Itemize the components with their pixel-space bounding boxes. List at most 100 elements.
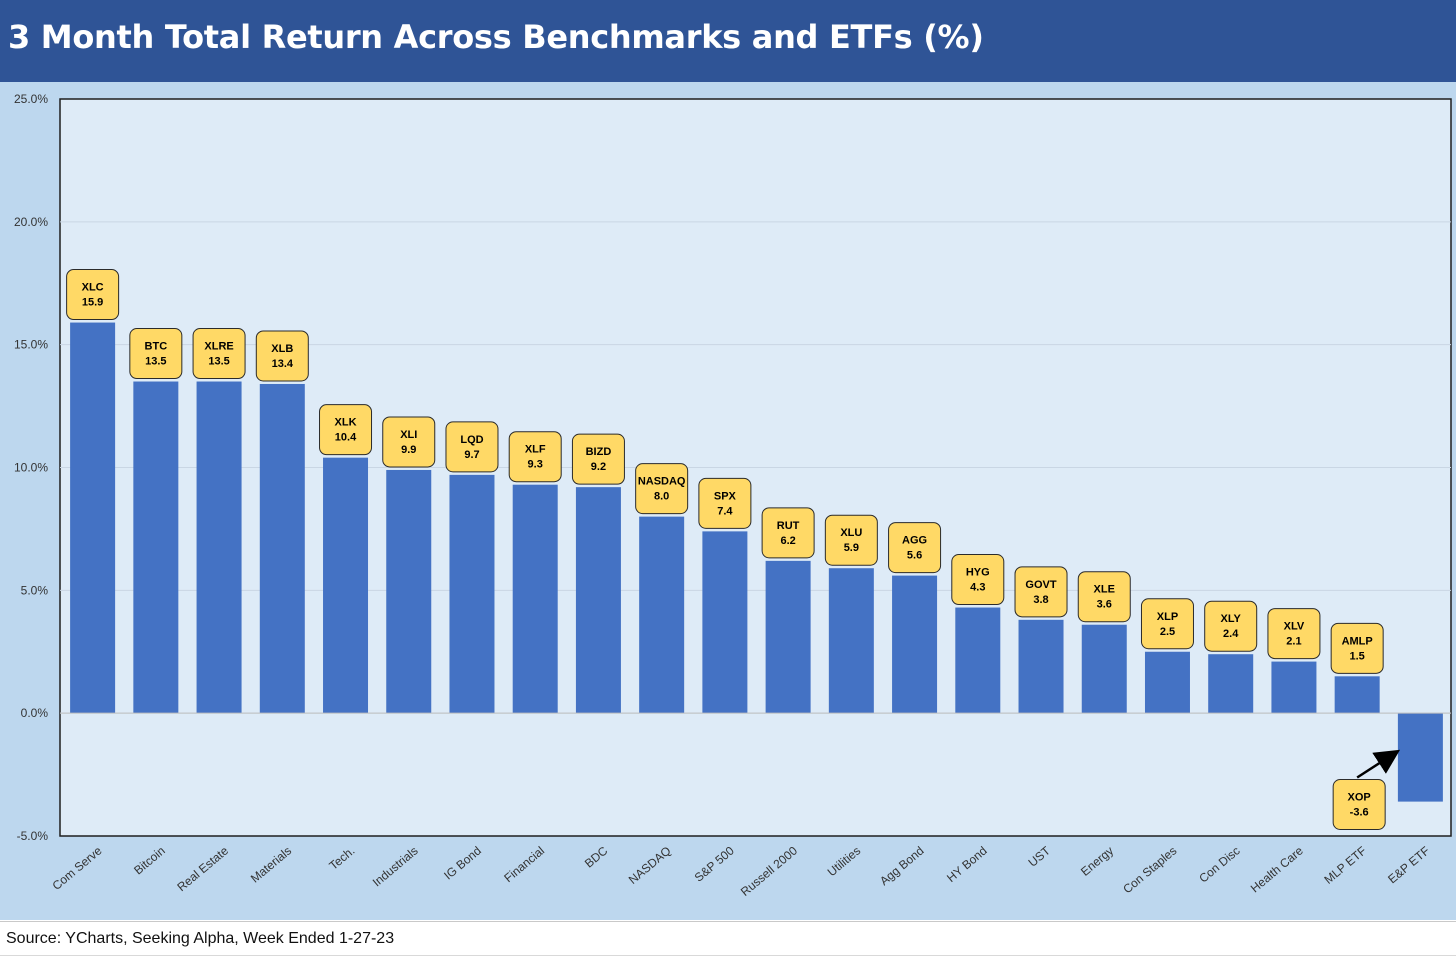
x-tick-label: Materials: [248, 844, 294, 886]
data-label-box: [888, 522, 942, 574]
data-label-ticker: XLC: [82, 282, 104, 294]
data-label-ticker: XLK: [335, 417, 357, 429]
data-label-ticker: BTC: [145, 341, 168, 353]
y-tick-label: 5.0%: [21, 583, 49, 597]
data-label-ticker: XLRE: [204, 341, 233, 353]
bar: [386, 469, 432, 714]
data-label-ticker: BIZD: [586, 446, 612, 458]
data-label-box: [66, 269, 120, 321]
x-tick-label: MLP ETF: [1321, 844, 1369, 887]
data-label-value: 7.4: [717, 505, 733, 517]
x-tick-label: NASDAQ: [626, 844, 674, 887]
x-tick-label: E&P ETF: [1385, 844, 1432, 887]
data-label-ticker: XLF: [525, 444, 546, 456]
bar: [1208, 654, 1254, 714]
data-label-box: [382, 416, 436, 468]
data-label-value: 4.3: [970, 582, 985, 594]
data-label-box: [1332, 778, 1386, 830]
annotation-arrow: [1356, 749, 1401, 779]
bar: [133, 381, 179, 714]
bar-chart: XLC 15.9 BTC 13.5 XLRE 13.5 XLB 13.4 XLK 10.4 XLI 9…: [14, 92, 1452, 899]
data-label-value: 2.1: [1286, 636, 1301, 648]
data-label-ticker: LQD: [460, 434, 483, 446]
data-label-value: 3.8: [1033, 594, 1048, 606]
data-label-value: 10.4: [335, 432, 357, 444]
bar: [70, 322, 116, 714]
bar: [196, 381, 242, 714]
bar: [1271, 661, 1317, 714]
bar: [828, 568, 874, 714]
data-label-value: 5.6: [907, 550, 922, 562]
bar: [1018, 619, 1064, 714]
x-tick-label: Health Care: [1248, 843, 1306, 895]
data-label-box: [635, 463, 689, 515]
data-label-value: -3.6: [1350, 806, 1369, 818]
y-tick-label: 10.0%: [14, 461, 48, 475]
data-label-value: 13.5: [145, 356, 166, 368]
data-label-value: 9.9: [401, 444, 416, 456]
x-tick-label: IG Bond: [441, 844, 484, 883]
x-tick-label: Com Serve: [50, 843, 105, 893]
bar: [512, 484, 558, 714]
x-tick-label: Financial: [501, 844, 547, 886]
x-tick-label: Utilities: [825, 844, 864, 880]
data-label-ticker: XLI: [400, 429, 417, 441]
data-label-value: 9.7: [464, 449, 479, 461]
data-label-value: 5.9: [844, 542, 859, 554]
bar: [702, 531, 748, 714]
x-tick-label: Tech.: [326, 844, 357, 873]
x-tick-label: Energy: [1078, 844, 1116, 879]
data-label-box: [761, 507, 815, 559]
y-tick-label: 25.0%: [14, 92, 48, 106]
data-label-ticker: XLP: [1157, 611, 1178, 623]
data-label-ticker: XLU: [840, 527, 862, 539]
data-label-box: [129, 328, 183, 380]
x-tick-label: S&P 500: [692, 843, 737, 884]
bar: [575, 487, 621, 714]
source-note: Source: YCharts, Seeking Alpha, Week End…: [6, 930, 395, 947]
x-tick-label: Agg Bond: [877, 844, 926, 889]
data-label-value: 2.5: [1160, 626, 1175, 638]
chart-title: 3 Month Total Return Across Benchmarks a…: [8, 18, 984, 56]
data-label-ticker: XLB: [271, 343, 293, 355]
data-label-box: [571, 433, 625, 485]
x-tick-label: Bitcoin: [131, 844, 168, 878]
data-label-ticker: SPX: [714, 490, 737, 502]
data-label-box: [1140, 598, 1194, 650]
x-tick-label: HY Bond: [944, 844, 990, 885]
data-label-box: [319, 404, 373, 456]
bar: [1334, 676, 1380, 714]
x-tick-label: Industrials: [370, 844, 421, 890]
data-label-value: 9.3: [528, 459, 543, 471]
x-tick-label: Russell 2000: [738, 843, 800, 899]
data-label-value: 1.5: [1350, 650, 1365, 662]
bar: [765, 560, 811, 714]
bar: [1397, 713, 1443, 802]
data-label-value: 8.0: [654, 491, 669, 503]
data-label-value: 6.2: [780, 535, 795, 547]
data-label-box: [1077, 571, 1131, 623]
x-tick-label: Real Estate: [174, 843, 231, 894]
y-tick-label: 20.0%: [14, 215, 48, 229]
data-label-ticker: XLY: [1221, 613, 1242, 625]
bar: [639, 516, 685, 714]
data-label-box: [951, 554, 1005, 606]
header-bar: 3 Month Total Return Across Benchmarks a…: [0, 0, 1456, 82]
data-label-ticker: NASDAQ: [638, 476, 686, 488]
bar: [449, 474, 495, 714]
data-label-ticker: XOP: [1348, 791, 1371, 803]
data-label-box: [698, 477, 752, 529]
data-label-ticker: RUT: [777, 520, 800, 532]
data-label-value: 13.5: [208, 356, 229, 368]
data-label-ticker: XLE: [1094, 584, 1115, 596]
data-label-value: 3.6: [1097, 599, 1112, 611]
bar: [259, 383, 305, 714]
footer-divider: [0, 955, 1456, 962]
data-label-ticker: XLV: [1284, 621, 1305, 633]
data-label-box: [508, 431, 562, 483]
data-label-value: 9.2: [591, 461, 606, 473]
x-tick-label: UST: [1026, 843, 1054, 870]
data-label-box: [1330, 622, 1384, 674]
data-label-box: [1267, 608, 1321, 660]
data-label-box: [255, 330, 309, 382]
